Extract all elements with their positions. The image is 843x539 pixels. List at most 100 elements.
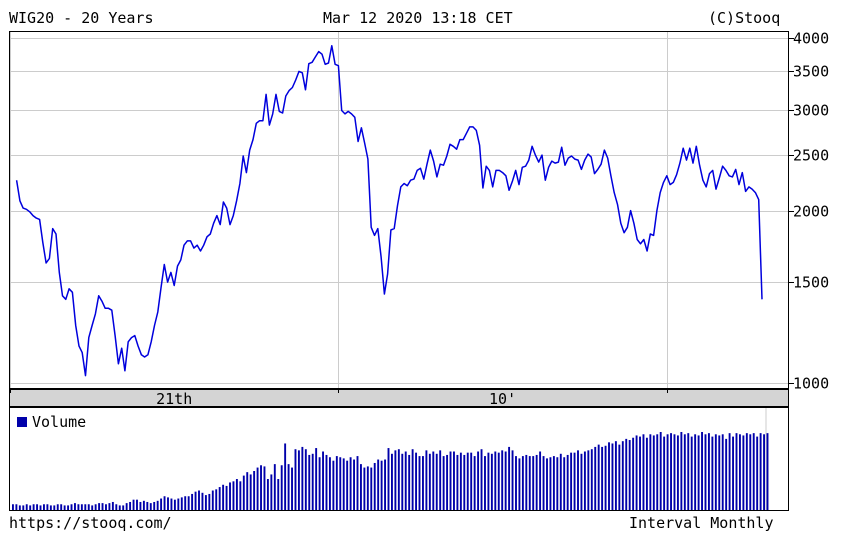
volume-bar [714,434,717,510]
volume-bar [43,504,45,510]
volume-bar [74,503,76,510]
volume-bar [628,440,631,510]
volume-legend-swatch [17,417,27,427]
volume-bar [187,496,190,510]
volume-bar [94,504,97,510]
volume-bar [63,505,66,510]
volume-bar [656,434,659,510]
volume-legend-label: Volume [32,413,86,431]
volume-bar [725,438,728,510]
volume-bar [315,448,318,510]
volume-bar [201,492,204,510]
volume-bar [98,503,101,510]
volume-bar [328,457,331,510]
volume-bar [125,503,128,510]
volume-bar [449,451,452,510]
volume-bar [497,452,500,510]
volume-bar [363,467,366,510]
volume-bar [528,456,531,510]
volume-bar [160,498,163,510]
volume-bar [67,505,70,510]
volume-bar [701,432,703,510]
footer-interval: Interval Monthly [629,514,774,532]
volume-bar [425,450,428,510]
volume-bar [356,456,359,510]
volume-bar [136,499,138,510]
volume-bar [297,450,300,510]
volume-bar [632,437,635,510]
volume-bar [287,464,290,510]
volume-bar [167,497,169,510]
price-y-axis: 1000 1500 2000 2500 3000 3500 4000 [788,30,829,393]
y-tick-label: 1500 [793,274,829,292]
volume-bar [759,433,762,510]
volume-bar [738,434,741,510]
volume-bar [180,497,183,510]
volume-bar [311,453,314,510]
volume-bar [346,460,349,510]
volume-bar [332,460,335,510]
volume-bar [301,446,304,510]
footer-url[interactable]: https://stooq.com/ [9,514,172,532]
volume-bar [428,453,431,510]
volume-bar [366,466,369,510]
volume-bar [60,504,63,510]
volume-bar [184,496,187,510]
volume-bar [291,467,293,510]
volume-bar [570,452,573,510]
volume-bar [153,501,156,510]
volume-bar [349,457,352,510]
volume-bar [232,481,235,510]
volume-bar [490,453,493,510]
volume-bar [404,451,407,510]
volume-bar [132,499,135,510]
x-axis-labels: 21th 10' [10,389,668,408]
volume-bar [359,464,362,510]
price-line-series [15,44,763,377]
volume-bar [25,504,28,510]
volume-bar [473,456,476,510]
volume-bar [387,448,390,510]
volume-bar [215,489,218,510]
volume-bar [394,450,397,510]
volume-bar [453,451,455,510]
y-tick-label: 2500 [793,147,829,165]
volume-bar [77,504,80,510]
volume-bar [401,453,404,510]
volume-bar [177,498,180,510]
volume-bar [732,436,734,510]
volume-bar [707,433,710,510]
volume-bar [39,505,42,510]
volume-bar [211,490,214,510]
volume-bar [563,457,566,510]
volume-bar [173,499,176,510]
volume-bar [380,460,383,510]
volume-bar [204,495,207,510]
volume-bar [625,438,628,510]
volume-bar [494,451,497,510]
volume-bar [552,456,555,510]
x-tick-label: 10' [489,390,516,408]
volume-bar [432,451,435,510]
volume-bar [659,432,662,510]
volume-bar [694,434,697,510]
volume-bar [260,465,262,510]
volume-bar [391,453,393,510]
volume-bar [322,451,324,510]
volume-bar [46,504,49,510]
y-tick-label: 4000 [793,30,829,48]
volume-bar [446,454,449,510]
volume-bar [618,444,621,510]
volume-bar [415,452,418,510]
volume-bar [597,444,600,510]
volume-bar [91,505,94,510]
volume-bar [673,434,676,510]
volume-bar [122,505,125,510]
volume-bar [742,435,745,510]
chart-datetime: Mar 12 2020 13:18 CET [323,9,513,27]
volume-bar [518,458,521,510]
volume-bar [22,505,25,510]
volume-bar [56,504,59,510]
volume-bar [105,504,107,510]
volume-bar [504,451,507,510]
